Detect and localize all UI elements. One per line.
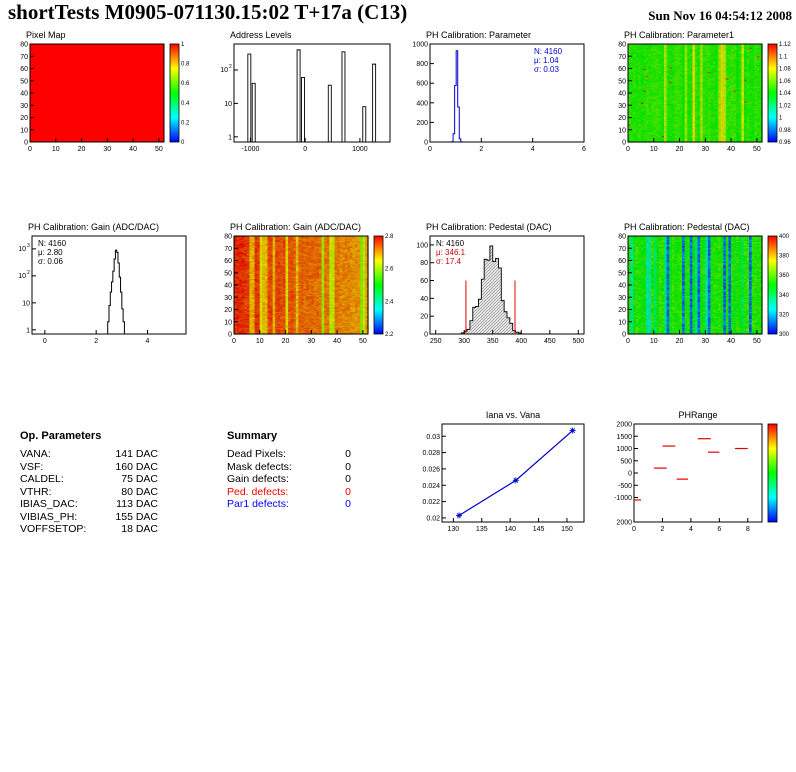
op-parameters-block: Op. Parameters VANA: 141 DAC VSF: 160 DAC CA… (20, 430, 158, 536)
op-parameter-value: 113 DAC (116, 498, 158, 510)
summary-rows: Dead Pixels: 0 Mask defects: 0 Gain defects:… (227, 448, 351, 511)
op-parameter-label: IBIAS_DAC: (20, 498, 78, 510)
summary-label: Ped. defects: (227, 485, 289, 498)
summary-value: 0 (345, 498, 351, 510)
op-parameters-rows: VANA: 141 DAC VSF: 160 DAC CALDEL: 75 DAC VTHR… (20, 448, 158, 536)
ph-calibration-pedestal-histogram-chart (404, 220, 596, 350)
op-parameter-row: CALDEL: 75 DAC (20, 473, 158, 486)
op-parameter-label: VIBIAS_PH: (20, 510, 78, 523)
summary-block: Summary Dead Pixels: 0 Mask defects: 0 Gain … (227, 430, 351, 511)
summary-row: Gain defects: 0 (227, 473, 351, 486)
op-parameter-row: VSF: 160 DAC (20, 461, 158, 474)
summary-label: Par1 defects: (227, 498, 289, 510)
summary-label: Dead Pixels: (227, 448, 286, 460)
ph-calibration-parameter-chart (404, 28, 596, 158)
pixel-map-chart (6, 28, 198, 158)
page-title: shortTests M0905-071130.15:02 T+17a (C13… (8, 0, 408, 24)
op-parameter-value: 160 DAC (115, 460, 158, 473)
summary-value: 0 (345, 473, 351, 485)
summary-row: Mask defects: 0 (227, 461, 351, 474)
op-parameter-value: 80 DAC (121, 485, 158, 498)
op-parameter-row: VOFFSETOP: 18 DAC (20, 523, 158, 536)
op-parameter-row: VANA: 141 DAC (20, 448, 158, 461)
op-parameter-label: VOFFSETOP: (20, 523, 87, 535)
op-parameters-heading: Op. Parameters (20, 430, 102, 442)
ph-calibration-gain-map-chart (210, 220, 402, 350)
summary-heading: Summary (227, 430, 278, 442)
iana-vs-vana-chart (412, 408, 604, 538)
summary-label: Mask defects: (227, 460, 292, 473)
summary-row: Dead Pixels: 0 (227, 448, 351, 461)
summary-label: Gain defects: (227, 473, 289, 485)
summary-row: Ped. defects: 0 (227, 486, 351, 499)
summary-value: 0 (345, 448, 351, 460)
op-parameter-value: 155 DAC (115, 510, 158, 523)
op-parameter-row: VTHR: 80 DAC (20, 486, 158, 499)
ph-calibration-gain-histogram-chart (6, 220, 198, 350)
op-parameter-label: CALDEL: (20, 473, 64, 485)
op-parameter-value: 18 DAC (121, 523, 158, 535)
op-parameter-value: 75 DAC (121, 473, 158, 485)
summary-value: 0 (345, 485, 351, 498)
op-parameter-label: VANA: (20, 448, 51, 460)
op-parameter-row: IBIAS_DAC: 113 DAC (20, 498, 158, 511)
phrange-chart (604, 408, 796, 538)
op-parameter-label: VSF: (20, 460, 44, 473)
ph-calibration-parameter1-map-chart (604, 28, 796, 158)
summary-row: Par1 defects: 0 (227, 498, 351, 511)
op-parameter-value: 141 DAC (115, 448, 158, 460)
address-levels-chart (210, 28, 402, 158)
ph-calibration-pedestal-map-chart (604, 220, 796, 350)
op-parameter-label: VTHR: (20, 485, 52, 498)
report-timestamp: Sun Nov 16 04:54:12 2008 (648, 8, 792, 23)
op-parameter-row: VIBIAS_PH: 155 DAC (20, 511, 158, 524)
summary-value: 0 (345, 460, 351, 473)
